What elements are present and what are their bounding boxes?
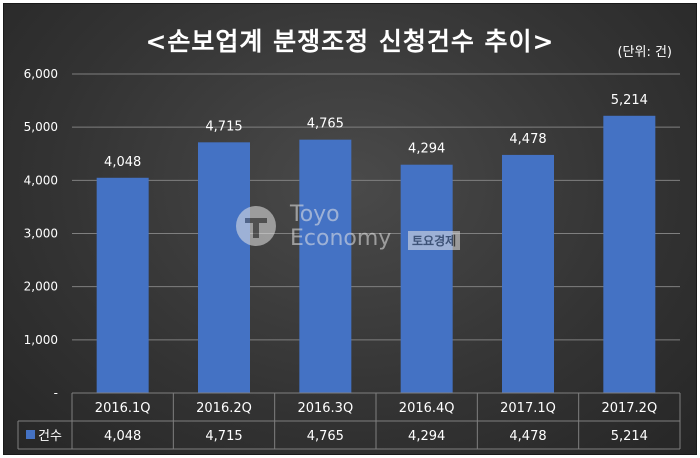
data-label: 4,765 [307,117,344,132]
watermark: Toyo Economy 토요경제 [236,202,486,264]
watermark-line2: Economy [290,226,392,251]
y-tick-label: 2,000 [24,280,58,294]
watermark-line1: Toyo [290,202,340,227]
x-category-label: 2017.1Q [500,401,556,416]
bar [603,115,656,393]
legend-swatch [26,430,35,439]
data-label: 5,214 [611,93,648,108]
bar [198,142,250,393]
bar [96,177,149,393]
unit-label: (단위: 건) [617,45,672,60]
y-tick-label: 3,000 [24,227,58,241]
bar [502,154,554,393]
y-tick-label: - [54,386,58,400]
x-category-label: 2017.2Q [601,401,657,416]
x-category-label: 2016.3Q [297,401,353,416]
x-category-label: 2016.4Q [399,401,455,416]
bar [400,164,453,393]
data-label: 4,294 [408,142,445,157]
data-label: 4,048 [104,155,141,170]
table-value: 4,715 [205,429,242,444]
table-value: 5,214 [611,429,648,444]
table-value: 4,048 [104,429,141,444]
x-category-label: 2016.2Q [196,401,252,416]
table-value: 4,294 [408,429,445,444]
bar [299,139,352,393]
y-tick-label: 4,000 [24,173,58,187]
y-tick-label: 1,000 [24,333,58,347]
chart-title: <손보업계 분쟁조정 신청건수 추이> [145,27,555,56]
watermark-badge: 토요경제 [408,231,461,250]
data-label: 4,715 [205,119,242,134]
y-tick-label: 6,000 [24,67,58,81]
x-category-label: 2016.1Q [95,401,151,416]
y-tick-label: 5,000 [24,120,58,134]
legend-series-name: 건수 [38,429,62,444]
toyo-logo-icon [236,206,276,246]
table-value: 4,765 [307,429,344,444]
data-label: 4,478 [509,132,546,147]
table-value: 4,478 [509,429,546,444]
